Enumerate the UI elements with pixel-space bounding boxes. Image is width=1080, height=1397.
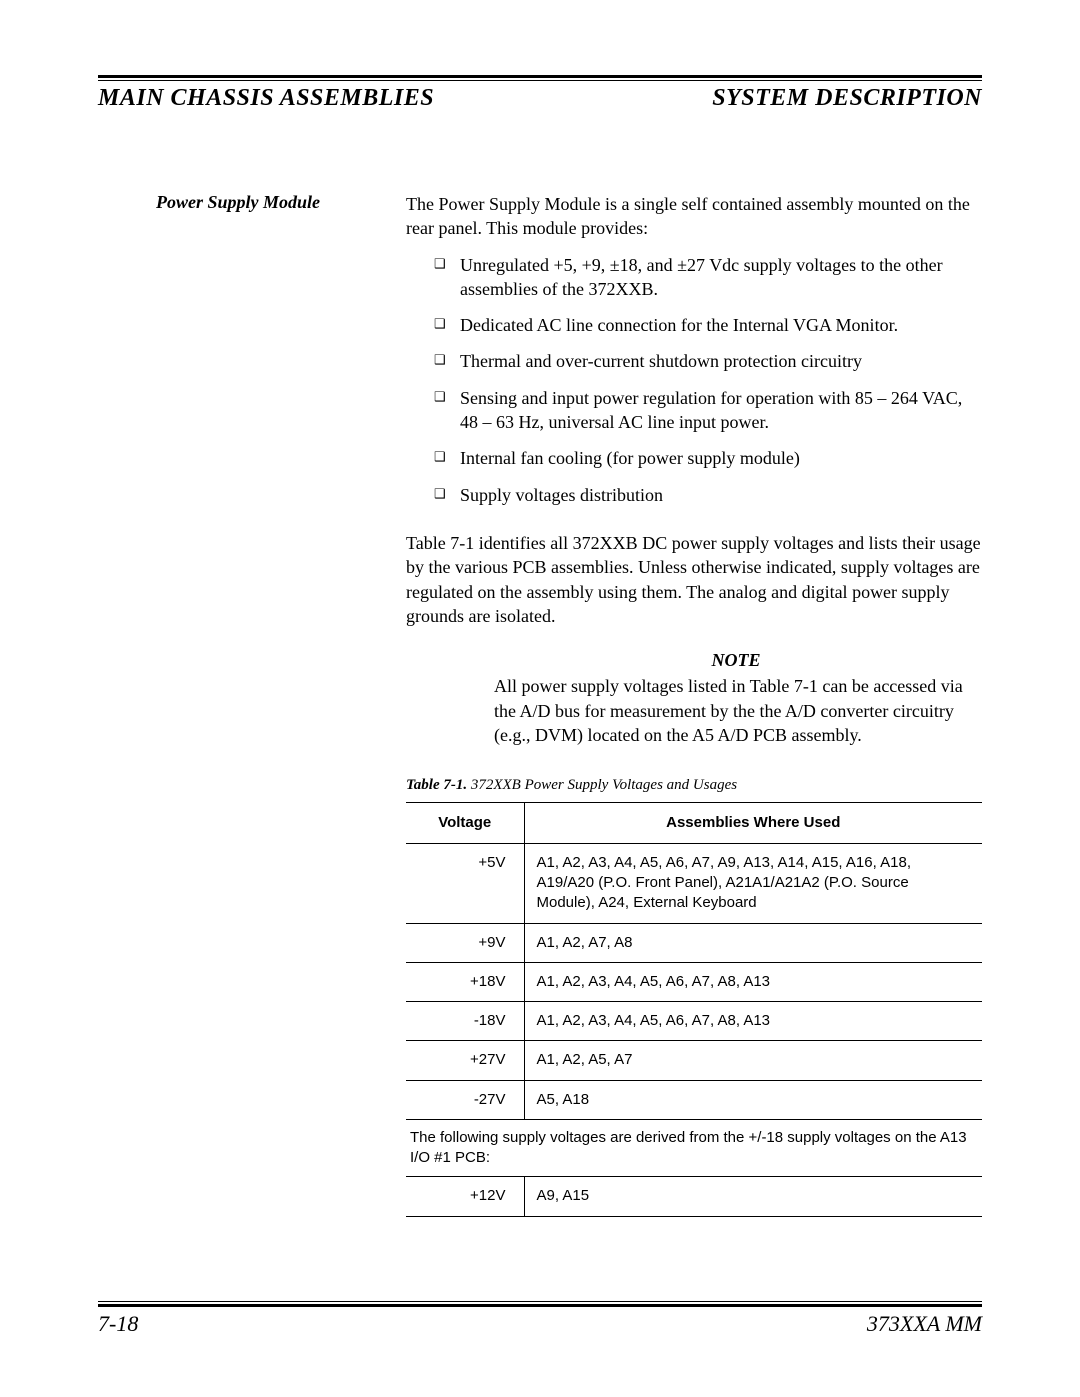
col-header-assemblies: Assemblies Where Used: [524, 802, 982, 843]
mid-paragraph: Table 7-1 identifies all 372XXB DC power…: [406, 531, 982, 628]
page-header: MAIN CHASSIS ASSEMBLIES SYSTEM DESCRIPTI…: [98, 85, 982, 112]
list-item: Thermal and over-current shutdown protec…: [434, 349, 982, 373]
right-column: The Power Supply Module is a single self…: [406, 192, 982, 1217]
cell-voltage: +12V: [406, 1177, 524, 1216]
cell-voltage: +5V: [406, 843, 524, 923]
note-title: NOTE: [494, 648, 978, 672]
table-row: +12V A9, A15: [406, 1177, 982, 1216]
col-header-voltage: Voltage: [406, 802, 524, 843]
cell-voltage: +18V: [406, 962, 524, 1001]
table-caption: Table 7-1. 372XXB Power Supply Voltages …: [406, 775, 982, 795]
caption-bold: Table 7-1.: [406, 777, 467, 793]
cell-voltage: -27V: [406, 1080, 524, 1119]
note-body: All power supply voltages listed in Tabl…: [494, 674, 978, 747]
list-item: Unregulated +5, +9, ±18, and ±27 Vdc sup…: [434, 253, 982, 302]
table-header-row: Voltage Assemblies Where Used: [406, 802, 982, 843]
list-item: Dedicated AC line connection for the Int…: [434, 313, 982, 337]
cell-assemblies: A5, A18: [524, 1080, 982, 1119]
table-row: -18V A1, A2, A3, A4, A5, A6, A7, A8, A13: [406, 1002, 982, 1041]
footer-page-number: 7-18: [98, 1311, 138, 1337]
table-row: +5V A1, A2, A3, A4, A5, A6, A7, A9, A13,…: [406, 843, 982, 923]
cell-assemblies: A9, A15: [524, 1177, 982, 1216]
derived-note-row: The following supply voltages are derive…: [406, 1119, 982, 1177]
cell-voltage: +27V: [406, 1041, 524, 1080]
cell-assemblies: A1, A2, A3, A4, A5, A6, A7, A9, A13, A14…: [524, 843, 982, 923]
header-top-rule: [98, 75, 982, 81]
derived-note: The following supply voltages are derive…: [406, 1119, 982, 1177]
cell-assemblies: A1, A2, A3, A4, A5, A6, A7, A8, A13: [524, 1002, 982, 1041]
table-row: -27V A5, A18: [406, 1080, 982, 1119]
cell-voltage: -18V: [406, 1002, 524, 1041]
list-item: Internal fan cooling (for power supply m…: [434, 446, 982, 470]
note-block: NOTE All power supply voltages listed in…: [406, 648, 982, 747]
cell-assemblies: A1, A2, A7, A8: [524, 923, 982, 962]
cell-voltage: +9V: [406, 923, 524, 962]
left-column: Power Supply Module: [156, 192, 386, 1217]
page-footer: 7-18 373XXA MM: [98, 1301, 982, 1337]
header-right: SYSTEM DESCRIPTION: [712, 85, 982, 112]
section-label: Power Supply Module: [156, 192, 386, 213]
table-row: +27V A1, A2, A5, A7: [406, 1041, 982, 1080]
voltage-table: Voltage Assemblies Where Used +5V A1, A2…: [406, 802, 982, 1217]
content-area: Power Supply Module The Power Supply Mod…: [98, 192, 982, 1217]
cell-assemblies: A1, A2, A5, A7: [524, 1041, 982, 1080]
table-row: +9V A1, A2, A7, A8: [406, 923, 982, 962]
list-item: Supply voltages distribution: [434, 483, 982, 507]
cell-assemblies: A1, A2, A3, A4, A5, A6, A7, A8, A13: [524, 962, 982, 1001]
table-row: +18V A1, A2, A3, A4, A5, A6, A7, A8, A13: [406, 962, 982, 1001]
caption-ital: 372XXB Power Supply Voltages and Usages: [471, 777, 737, 793]
header-left: MAIN CHASSIS ASSEMBLIES: [98, 85, 434, 112]
footer-doc-id: 373XXA MM: [867, 1311, 982, 1337]
bullet-list: Unregulated +5, +9, ±18, and ±27 Vdc sup…: [406, 253, 982, 507]
footer-rule: [98, 1301, 982, 1307]
footer-row: 7-18 373XXA MM: [98, 1311, 982, 1337]
intro-paragraph: The Power Supply Module is a single self…: [406, 192, 982, 241]
list-item: Sensing and input power regulation for o…: [434, 386, 982, 435]
